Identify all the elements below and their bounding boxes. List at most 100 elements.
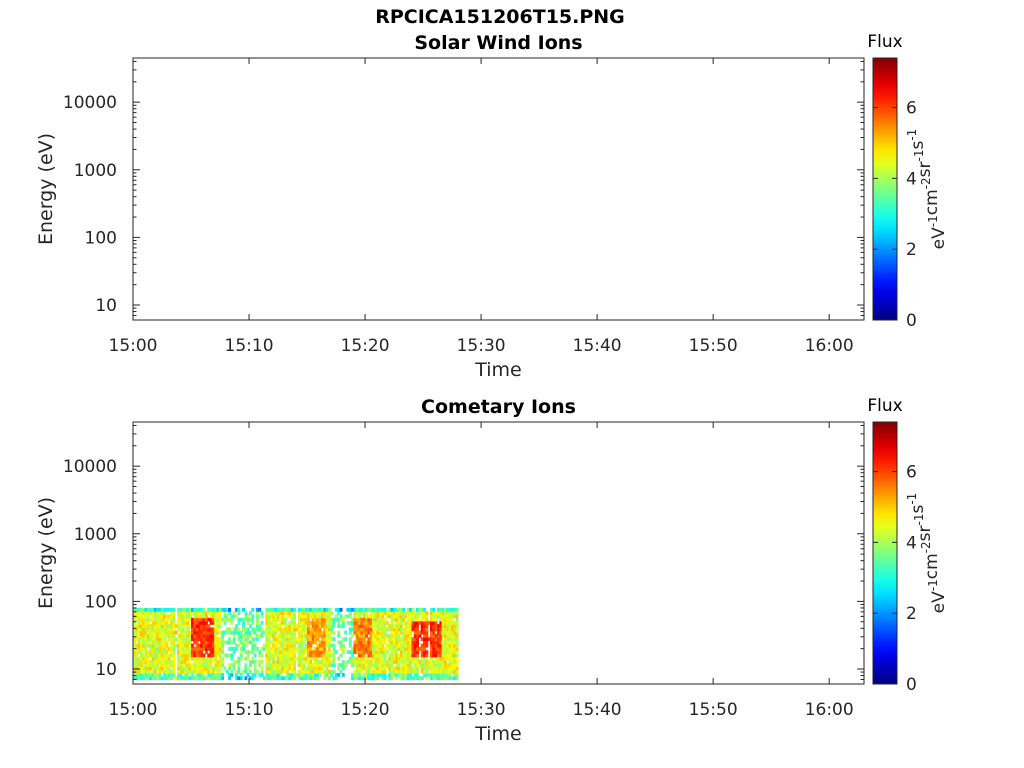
heatmap-cell xyxy=(269,669,273,674)
heatmap-cell xyxy=(269,676,273,681)
heatmap-cell xyxy=(316,607,320,612)
heatmap-cell xyxy=(406,640,410,645)
heatmap-cell xyxy=(309,620,313,625)
heatmap-cell xyxy=(244,663,248,668)
heatmap-cell xyxy=(288,663,292,668)
heatmap-cell xyxy=(378,630,382,635)
heatmap-cell xyxy=(392,666,396,671)
heatmap-cell xyxy=(228,672,232,677)
heatmap-cell xyxy=(399,669,403,674)
heatmap-cell xyxy=(316,614,320,619)
heatmap-cell xyxy=(448,656,452,661)
heatmap-cell xyxy=(332,659,336,664)
heatmap-cell xyxy=(221,663,225,668)
heatmap-cell xyxy=(181,676,185,681)
heatmap-cell xyxy=(170,663,174,668)
heatmap-cell xyxy=(302,663,306,668)
heatmap-cell xyxy=(362,672,366,677)
heatmap-cell xyxy=(207,624,211,629)
heatmap-cell xyxy=(443,653,447,658)
heatmap-cell xyxy=(202,653,206,658)
heatmap-cell xyxy=(279,607,283,612)
heatmap-cell xyxy=(443,614,447,619)
heatmap-cell xyxy=(286,627,290,632)
heatmap-cell xyxy=(395,624,399,629)
heatmap-cell xyxy=(188,611,192,616)
heatmap-cell xyxy=(191,620,194,625)
heatmap-cell xyxy=(448,643,452,648)
heatmap-cell xyxy=(156,620,160,625)
heatmap-cell xyxy=(295,640,299,645)
heatmap-cell xyxy=(279,656,283,661)
heatmap-cell xyxy=(390,624,394,629)
heatmap-cell xyxy=(191,637,194,642)
heatmap-cell xyxy=(430,646,433,651)
heatmap-cell xyxy=(142,607,146,612)
heatmap-cell xyxy=(249,630,252,635)
heatmap-cell xyxy=(177,617,181,622)
heatmap-cell xyxy=(153,659,157,664)
heatmap-cell xyxy=(423,653,426,658)
heatmap-cell xyxy=(267,633,271,638)
heatmap-cell xyxy=(179,611,183,616)
heatmap-cell xyxy=(139,627,143,632)
heatmap-cell xyxy=(399,676,403,681)
heatmap-cell xyxy=(434,669,438,674)
heatmap-cell xyxy=(448,646,452,651)
heatmap-cell xyxy=(279,659,283,664)
heatmap-cell xyxy=(362,646,366,651)
heatmap-cell xyxy=(288,676,292,681)
heatmap-cell xyxy=(304,669,308,674)
heatmap-cell xyxy=(288,627,292,632)
heatmap-cell xyxy=(439,630,443,635)
heatmap-cell xyxy=(453,669,457,674)
heatmap-cell xyxy=(197,620,201,625)
heatmap-cell xyxy=(420,617,424,622)
heatmap-cell xyxy=(230,620,234,625)
heatmap-cell xyxy=(279,624,283,629)
heatmap-cell xyxy=(395,607,399,612)
heatmap-cell xyxy=(413,663,417,668)
heatmap-cell xyxy=(453,640,457,645)
heatmap-cell xyxy=(214,672,218,677)
heatmap-cell xyxy=(307,611,310,616)
heatmap-cell xyxy=(318,666,322,671)
heatmap-cell xyxy=(225,614,229,619)
heatmap-cell xyxy=(397,666,401,671)
heatmap-cell xyxy=(160,633,164,638)
heatmap-cell xyxy=(251,607,255,612)
heatmap-cell xyxy=(411,653,415,658)
heatmap-cell xyxy=(420,607,424,612)
heatmap-cell xyxy=(441,656,445,661)
heatmap-cell xyxy=(218,656,222,661)
heatmap-cell xyxy=(432,650,436,655)
heatmap-cell xyxy=(137,611,141,616)
heatmap-cell xyxy=(353,611,357,616)
heatmap-cell xyxy=(267,650,271,655)
heatmap-cell xyxy=(195,637,199,642)
heatmap-cell xyxy=(237,607,241,612)
heatmap-cell xyxy=(265,611,269,616)
heatmap-cell xyxy=(325,637,329,642)
heatmap-cell xyxy=(237,676,241,681)
heatmap-cell xyxy=(244,633,248,638)
heatmap-cell xyxy=(163,666,167,671)
heatmap-cell xyxy=(337,633,341,638)
heatmap-cell xyxy=(151,676,155,681)
heatmap-cell xyxy=(439,640,443,645)
heatmap-cell xyxy=(139,624,143,629)
heatmap-cell xyxy=(443,630,447,635)
heatmap-cell xyxy=(153,624,157,629)
heatmap-cell xyxy=(432,614,436,619)
heatmap-cell xyxy=(281,666,285,671)
heatmap-cell xyxy=(316,646,320,651)
x-tick-label: 15:10 xyxy=(225,700,274,720)
heatmap-cell xyxy=(307,676,310,681)
heatmap-cell xyxy=(139,663,143,668)
heatmap-cell xyxy=(358,676,362,681)
heatmap-cell xyxy=(383,617,387,622)
heatmap-cell xyxy=(450,650,454,655)
heatmap-cell xyxy=(172,620,176,625)
heatmap-cell xyxy=(281,614,285,619)
